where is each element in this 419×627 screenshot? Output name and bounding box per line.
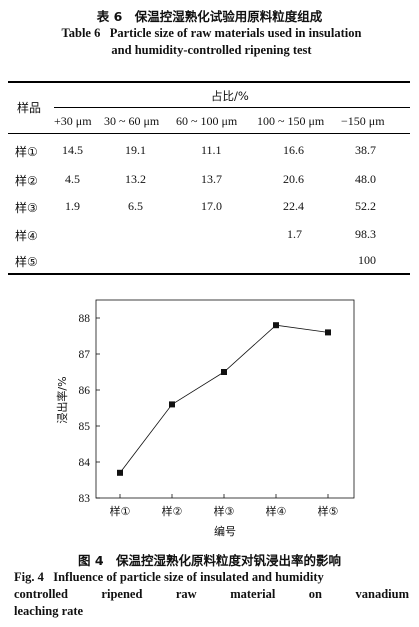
x-tick-label: 样① xyxy=(110,504,131,518)
table-cell: 14.5 xyxy=(62,143,83,157)
table-cell: 1.9 xyxy=(65,199,80,213)
x-tick-label: 样③ xyxy=(214,504,235,518)
figure-caption-en-line3: leaching rate xyxy=(14,604,84,618)
column-header: 30 ~ 60 μm xyxy=(104,114,160,128)
y-tick-label: 85 xyxy=(79,421,91,433)
y-tick-label: 87 xyxy=(79,349,91,361)
table-caption-cn: 表 6 保温控湿熟化试验用原料粒度组成 xyxy=(96,9,323,24)
column-header: −150 μm xyxy=(341,114,385,128)
data-point xyxy=(117,469,123,476)
table-cell: 48.0 xyxy=(355,172,376,186)
table-row-sample: 样① xyxy=(15,145,38,159)
table-caption-en-text: Particle size of raw materials used in i… xyxy=(109,26,362,40)
table-top-rule xyxy=(8,81,410,83)
x-axis: 样① 样② 样③ 样④ 样⑤ xyxy=(110,494,339,518)
table-row-sample: 样⑤ xyxy=(15,255,38,269)
figure-caption-en-label: Fig. 4 xyxy=(14,570,44,584)
table-cell: 1.7 xyxy=(287,227,302,241)
data-point xyxy=(221,369,227,375)
table-group-header: 占比/% xyxy=(211,89,249,103)
y-tick-label: 83 xyxy=(79,493,91,505)
table-cell: 20.6 xyxy=(283,172,304,186)
y-tick-label: 88 xyxy=(79,313,91,325)
leaching-rate-chart: 83 84 85 86 87 88 样① 样② 样③ 样④ 样⑤ 浸出率/% 编号 xyxy=(55,299,355,538)
column-header: 100 ~ 150 μm xyxy=(257,114,325,128)
series-markers xyxy=(117,322,331,476)
table-cell: 16.6 xyxy=(283,143,304,157)
table-row-header: 样品 xyxy=(17,101,42,115)
y-tick-label: 86 xyxy=(79,385,91,397)
table-cell: 13.7 xyxy=(201,172,222,186)
table-row-sample: 样② xyxy=(15,174,38,188)
data-point xyxy=(273,322,279,329)
x-axis-label: 编号 xyxy=(214,524,236,538)
y-tick-label: 84 xyxy=(79,457,91,469)
figure-caption-en-line1: Fig. 4 Influence of particle size of ins… xyxy=(14,569,409,586)
table-cell: 11.1 xyxy=(201,143,222,157)
x-tick-label: 样② xyxy=(162,504,183,518)
column-header: 60 ~ 100 μm xyxy=(176,114,238,128)
table-row-sample: 样④ xyxy=(15,229,38,243)
table-group-rule xyxy=(54,107,410,108)
x-tick-label: 样④ xyxy=(266,504,287,518)
table-cell: 98.3 xyxy=(355,227,376,241)
table-bottom-rule xyxy=(8,273,410,275)
table-cell: 6.5 xyxy=(128,199,143,213)
table-cell: 19.1 xyxy=(125,143,146,157)
table-cell: 100 xyxy=(358,253,376,267)
figure-caption-en-text: Influence of particle size of insulated … xyxy=(53,570,324,584)
series-line xyxy=(119,324,329,474)
table-caption-en-line1: Table 6 Particle size of raw materials u… xyxy=(14,25,409,42)
data-point xyxy=(325,329,331,336)
table-cell: 38.7 xyxy=(355,143,376,157)
table-header-rule xyxy=(8,133,410,134)
y-axis: 83 84 85 86 87 88 xyxy=(79,313,100,505)
table-caption-en-label: Table 6 xyxy=(61,26,101,40)
table-cell: 17.0 xyxy=(201,199,222,213)
y-axis-label: 浸出率/% xyxy=(55,376,69,423)
data-point xyxy=(169,401,175,408)
table-row-sample: 样③ xyxy=(15,201,38,215)
column-header: +30 μm xyxy=(54,114,92,128)
x-tick-label: 样⑤ xyxy=(318,504,339,518)
table-caption-en-line2: and humidity-controlled ripening test xyxy=(111,43,312,57)
table-cell: 4.5 xyxy=(65,172,80,186)
figure-caption-en-line2: controlled ripened raw material on vanad… xyxy=(14,587,409,601)
figure-caption-cn: 图 4 保温控湿熟化原料粒度对钒浸出率的影响 xyxy=(77,553,342,568)
table-cell: 22.4 xyxy=(283,199,304,213)
plot-frame xyxy=(95,299,355,499)
table-cell: 13.2 xyxy=(125,172,146,186)
table-cell: 52.2 xyxy=(355,199,376,213)
